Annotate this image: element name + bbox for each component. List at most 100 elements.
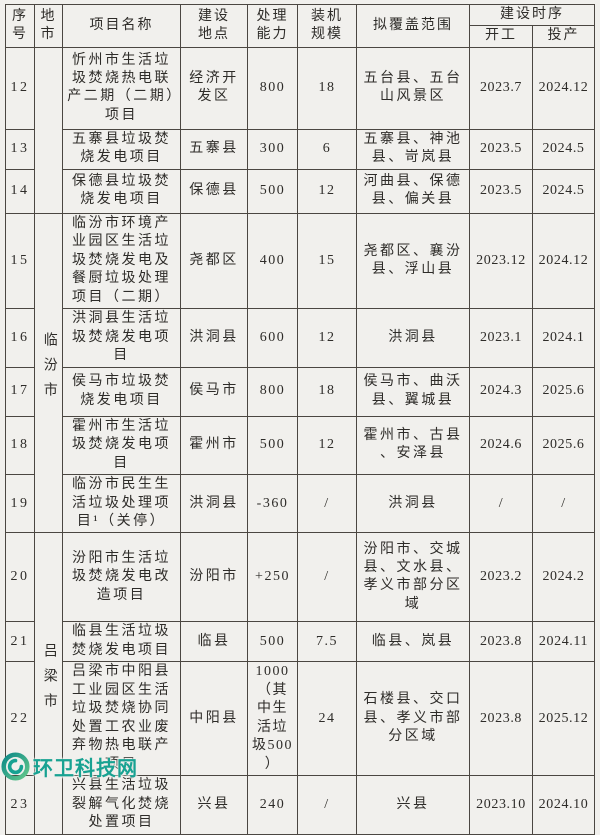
cell-serial: 16 xyxy=(5,308,35,368)
cell-start-date: 2023.12 xyxy=(469,212,533,310)
cell-start-date: 2024.3 xyxy=(469,366,533,417)
cell-coverage: 五寨县、神池县、岢岚县 xyxy=(356,128,470,170)
cell-serial: 18 xyxy=(5,415,35,476)
cell-start-date: 2023.5 xyxy=(469,128,533,170)
cell-location: 尧都区 xyxy=(180,212,248,310)
header-city: 地 市 xyxy=(34,4,63,48)
cell-serial: 12 xyxy=(5,46,35,130)
cell-project-name: 临汾市环境产业园区生活垃圾焚烧发电及餐厨垃圾处理项目（二期） xyxy=(62,212,181,310)
cell-coverage: 霍州市、古县、安泽县 xyxy=(356,415,470,476)
cell-location: 临县 xyxy=(180,621,248,663)
cell-city-group-lvliang: 吕梁市 xyxy=(34,532,63,835)
cell-scale: 24 xyxy=(297,661,357,777)
header-scale: 装机 规模 xyxy=(297,4,357,48)
cell-serial: 17 xyxy=(5,366,35,417)
cell-serial: 14 xyxy=(5,168,35,214)
cell-scale: 12 xyxy=(297,308,357,368)
table-row: 20 吕梁市 汾阳市生活垃圾焚烧发电改造项目 汾阳市 +250 / 汾阳市、交城… xyxy=(5,532,595,835)
cell-start-date: 2023.8 xyxy=(469,661,533,777)
table-row: 17 侯马市垃圾焚烧发电项目 侯马市 800 18 侯马市、曲沃县、翼城县 20… xyxy=(5,366,595,417)
cell-start-date: 2023.10 xyxy=(469,775,533,835)
cell-capacity: 500 xyxy=(247,168,298,214)
cell-project-name: 吕梁市中阳县工业园区生活垃圾焚烧协同处置工农业废弃物热电联产项目 xyxy=(62,661,181,777)
cell-scale: 15 xyxy=(297,212,357,310)
cell-start-date: 2023.7 xyxy=(469,46,533,130)
city-label: 吕梁市 xyxy=(41,642,57,718)
header-row-1: 序 号 地 市 项目名称 建设 地点 处理 能力 装机 规模 拟覆盖范围 建设时… xyxy=(5,3,595,48)
cell-coverage: 洪洞县 xyxy=(356,308,470,368)
cell-scale: 6 xyxy=(297,128,357,170)
cell-start-date: 2024.6 xyxy=(469,415,533,476)
cell-production-date: 2025.6 xyxy=(532,415,595,476)
cell-location: 经济开发区 xyxy=(180,46,248,130)
cell-scale: 18 xyxy=(297,46,357,130)
cell-serial: 19 xyxy=(5,474,35,534)
cell-city-group-blank xyxy=(34,46,63,214)
projects-table: 序 号 地 市 项目名称 建设 地点 处理 能力 装机 规模 拟覆盖范围 建设时… xyxy=(5,3,595,835)
cell-project-name: 汾阳市生活垃圾焚烧发电改造项目 xyxy=(62,532,181,623)
cell-project-name: 临汾市民生生活垃圾处理项目¹（关停） xyxy=(62,474,181,534)
cell-start-date: 2023.5 xyxy=(469,168,533,214)
header-project-name: 项目名称 xyxy=(62,4,181,48)
cell-scale: 12 xyxy=(297,415,357,476)
cell-coverage: 兴县 xyxy=(356,775,470,835)
cell-production-date: / xyxy=(532,474,595,534)
header-serial: 序 号 xyxy=(5,4,35,48)
cell-coverage: 侯马市、曲沃县、翼城县 xyxy=(356,366,470,417)
table-row: 16 洪洞县生活垃圾焚烧发电项目 洪洞县 600 12 洪洞县 2023.1 2… xyxy=(5,308,595,368)
cell-serial: 20 xyxy=(5,532,35,623)
cell-scale: / xyxy=(297,532,357,623)
cell-scale: 12 xyxy=(297,168,357,214)
cell-project-name: 霍州市生活垃圾焚烧发电项目 xyxy=(62,415,181,476)
cell-project-name: 保德县垃圾焚烧发电项目 xyxy=(62,168,181,214)
cell-coverage: 临县、岚县 xyxy=(356,621,470,663)
cell-serial: 15 xyxy=(5,212,35,310)
cell-capacity: 500 xyxy=(247,415,298,476)
cell-production-date: 2024.12 xyxy=(532,46,595,130)
cell-location: 中阳县 xyxy=(180,661,248,777)
city-label: 临汾市 xyxy=(41,332,57,408)
cell-production-date: 2024.10 xyxy=(532,775,595,835)
table-row: 19 临汾市民生生活垃圾处理项目¹（关停） 洪洞县 -360 / 洪洞县 / / xyxy=(5,474,595,534)
cell-capacity: 400 xyxy=(247,212,298,310)
cell-serial: 13 xyxy=(5,128,35,170)
table-row: 18 霍州市生活垃圾焚烧发电项目 霍州市 500 12 霍州市、古县、安泽县 2… xyxy=(5,415,595,476)
table-row: 23 兴县生活垃圾裂解气化焚烧处置项目 兴县 240 / 兴县 2023.10 … xyxy=(5,775,595,835)
cell-capacity: 500 xyxy=(247,621,298,663)
cell-start-date: 2023.8 xyxy=(469,621,533,663)
cell-coverage: 洪洞县 xyxy=(356,474,470,534)
cell-coverage: 汾阳市、交城县、文水县、孝义市部分区域 xyxy=(356,532,470,623)
cell-capacity: -360 xyxy=(247,474,298,534)
cell-project-name: 洪洞县生活垃圾焚烧发电项目 xyxy=(62,308,181,368)
cell-location: 汾阳市 xyxy=(180,532,248,623)
cell-start-date: / xyxy=(469,474,533,534)
cell-location: 五寨县 xyxy=(180,128,248,170)
cell-location: 侯马市 xyxy=(180,366,248,417)
table-row: 15 临汾市 临汾市环境产业园区生活垃圾焚烧发电及餐厨垃圾处理项目（二期） 尧都… xyxy=(5,212,595,534)
header-start-date: 开工 xyxy=(469,25,533,48)
watermark: 环卫科技网 xyxy=(1,752,138,781)
cell-capacity: +250 xyxy=(247,532,298,623)
header-capacity: 处理 能力 xyxy=(247,4,298,48)
header-row-2: 开工 投产 xyxy=(6,25,595,48)
cell-project-name: 兴县生活垃圾裂解气化焚烧处置项目 xyxy=(62,775,181,835)
cell-production-date: 2024.5 xyxy=(532,168,595,214)
cell-city-group-linfen: 临汾市 xyxy=(34,212,63,534)
cell-production-date: 2025.6 xyxy=(532,366,595,417)
cell-location: 霍州市 xyxy=(180,415,248,476)
cell-production-date: 2025.12 xyxy=(532,661,595,777)
cell-serial: 21 xyxy=(5,621,35,663)
cell-start-date: 2023.2 xyxy=(469,532,533,623)
table-row: 14 保德县垃圾焚烧发电项目 保德县 500 12 河曲县、保德县、偏关县 20… xyxy=(5,168,595,214)
cell-location: 兴县 xyxy=(180,775,248,835)
cell-production-date: 2024.1 xyxy=(532,308,595,368)
table-row: 13 五寨县垃圾焚烧发电项目 五寨县 300 6 五寨县、神池县、岢岚县 202… xyxy=(5,128,595,170)
table-row: 12 忻州市生活垃圾焚烧热电联产二期（二期）项目 经济开发区 800 18 五台… xyxy=(5,46,595,214)
cell-scale: 18 xyxy=(297,366,357,417)
cell-capacity: 800 xyxy=(247,366,298,417)
cell-project-name: 侯马市垃圾焚烧发电项目 xyxy=(62,366,181,417)
cell-capacity: 240 xyxy=(247,775,298,835)
cell-capacity: 800 xyxy=(247,46,298,130)
cell-project-name: 临县生活垃圾焚烧发电项目 xyxy=(62,621,181,663)
cell-coverage: 河曲县、保德县、偏关县 xyxy=(356,168,470,214)
